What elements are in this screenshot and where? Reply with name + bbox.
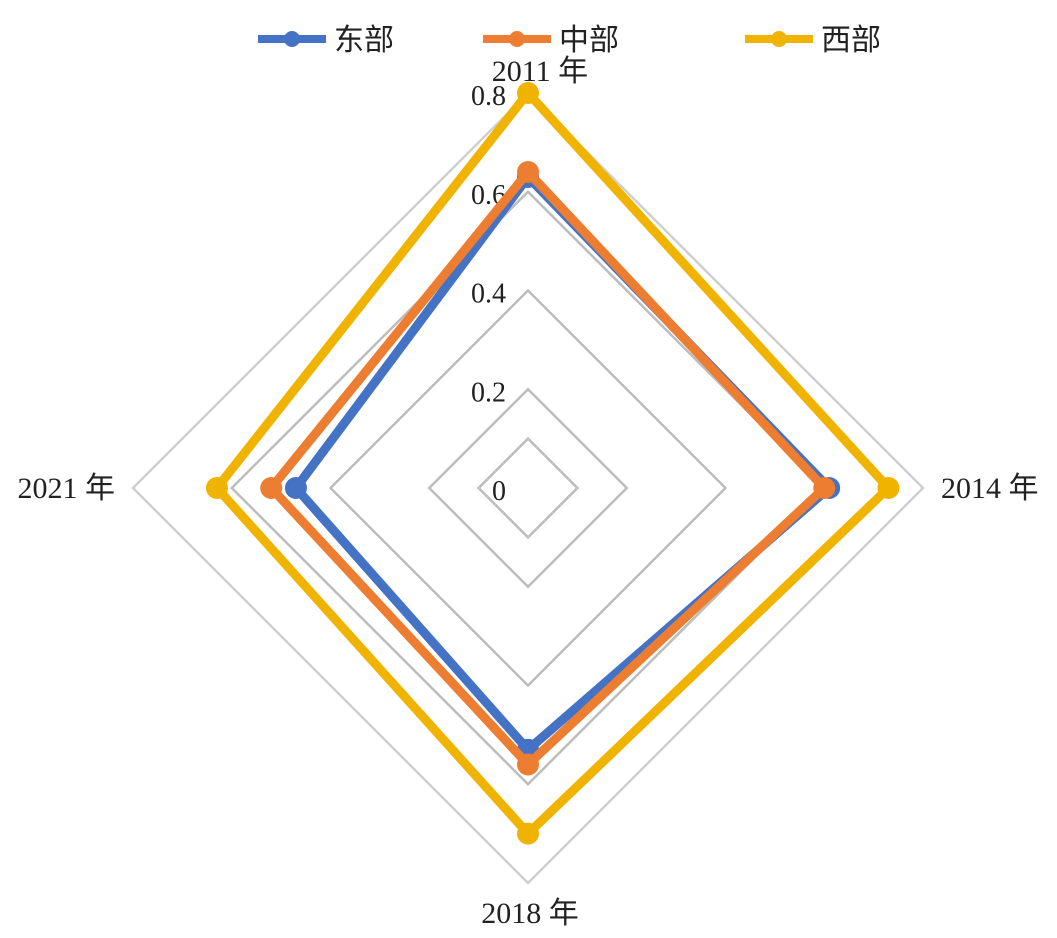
series-group bbox=[205, 82, 900, 845]
category-label: 2018 年 bbox=[481, 897, 579, 930]
data-point bbox=[517, 753, 539, 776]
grid-ring bbox=[328, 288, 728, 688]
legend-item: 西部 bbox=[745, 24, 881, 57]
radar-grid bbox=[131, 91, 925, 885]
tick-label: 0.8 bbox=[471, 81, 506, 112]
data-point bbox=[260, 477, 283, 499]
category-label: 2011 年 bbox=[492, 55, 588, 88]
data-point bbox=[517, 82, 539, 104]
legend-item: 东部 bbox=[258, 24, 394, 57]
legend-label: 西部 bbox=[821, 24, 881, 57]
legend-label: 东部 bbox=[334, 24, 394, 57]
legend-swatch-marker bbox=[284, 31, 300, 47]
data-point bbox=[813, 477, 836, 499]
tick-label: 0.4 bbox=[471, 279, 506, 310]
series-layer bbox=[205, 82, 900, 845]
series-group bbox=[260, 161, 836, 776]
radial-axis-ticks: 00.20.40.60.8 bbox=[471, 81, 506, 507]
tick-label: 0 bbox=[492, 476, 506, 507]
data-point bbox=[517, 161, 539, 183]
series-line bbox=[266, 167, 829, 769]
series-group bbox=[284, 165, 841, 761]
legend-swatch-marker bbox=[771, 31, 787, 47]
data-point bbox=[517, 822, 539, 845]
data-point bbox=[877, 477, 900, 499]
grid-ring bbox=[229, 189, 827, 787]
data-point bbox=[205, 477, 228, 499]
grid-ring bbox=[427, 387, 629, 589]
legend-label: 中部 bbox=[559, 24, 619, 57]
legend: 东部 中部 西部 bbox=[258, 24, 881, 57]
category-label: 2014 年 bbox=[941, 472, 1039, 505]
legend-item: 中部 bbox=[483, 24, 619, 57]
legend-swatch-marker bbox=[509, 31, 525, 47]
category-labels: 2011 年 2014 年 2018 年 2021 年 bbox=[18, 55, 1039, 930]
grid-ring bbox=[131, 91, 925, 885]
data-point bbox=[284, 477, 307, 499]
grid-ring bbox=[476, 436, 580, 540]
tick-label: 0.2 bbox=[471, 377, 506, 408]
category-label: 2021 年 bbox=[18, 472, 116, 505]
